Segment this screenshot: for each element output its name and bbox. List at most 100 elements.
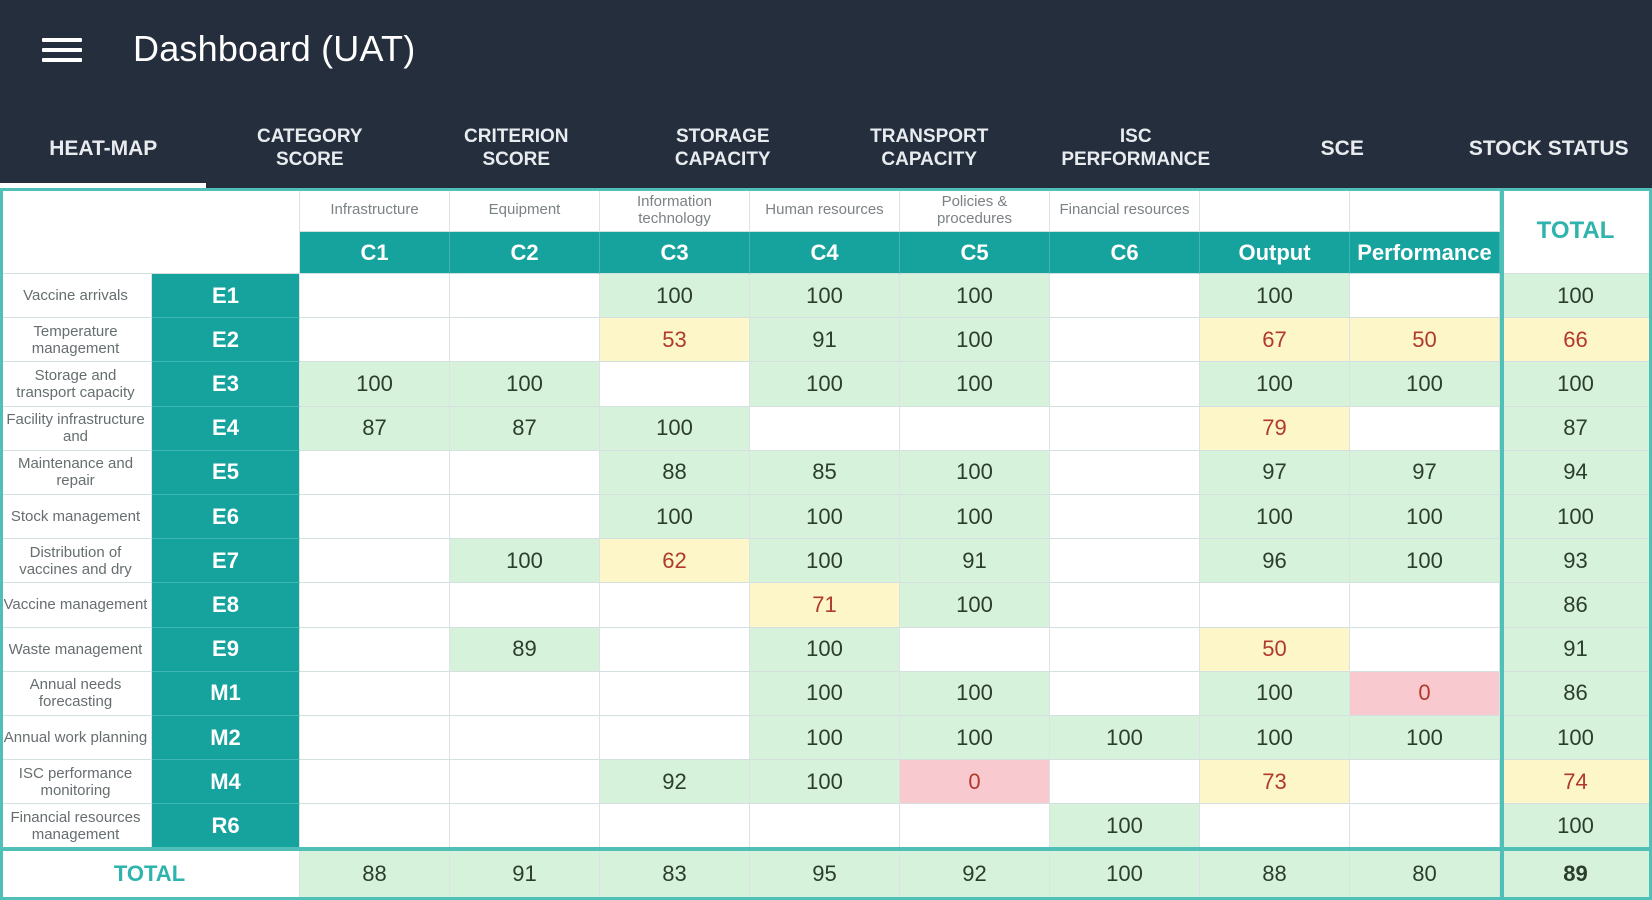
row-header[interactable]: E1 bbox=[152, 274, 300, 319]
column-total-cell[interactable]: 88 bbox=[300, 848, 450, 900]
heat-map-cell[interactable]: 87 bbox=[450, 406, 600, 451]
heat-map-cell[interactable]: 100 bbox=[1200, 671, 1350, 716]
tab-stock-status[interactable]: STOCK STATUS bbox=[1446, 108, 1652, 188]
heat-map-cell[interactable] bbox=[1350, 583, 1500, 628]
row-header[interactable]: E8 bbox=[152, 583, 300, 628]
column-total-cell[interactable]: 95 bbox=[750, 848, 900, 900]
heat-map-cell[interactable]: 100 bbox=[750, 362, 900, 407]
heat-map-cell[interactable] bbox=[450, 760, 600, 805]
heat-map-cell[interactable] bbox=[1350, 274, 1500, 319]
row-header[interactable]: M1 bbox=[152, 671, 300, 716]
heat-map-cell[interactable] bbox=[450, 274, 600, 319]
heat-map-cell[interactable]: 100 bbox=[900, 450, 1050, 495]
heat-map-cell[interactable] bbox=[300, 539, 450, 584]
heat-map-cell[interactable] bbox=[600, 362, 750, 407]
heat-map-cell[interactable]: 85 bbox=[750, 450, 900, 495]
heat-map-cell[interactable]: 100 bbox=[900, 318, 1050, 363]
column-header[interactable]: C3 bbox=[600, 232, 750, 274]
heat-map-cell[interactable]: 100 bbox=[900, 583, 1050, 628]
heat-map-cell[interactable]: 100 bbox=[900, 716, 1050, 761]
heat-map-cell[interactable] bbox=[1050, 671, 1200, 716]
heat-map-cell[interactable] bbox=[1350, 760, 1500, 805]
heat-map-cell[interactable] bbox=[300, 716, 450, 761]
grand-total-cell[interactable]: 89 bbox=[1500, 848, 1652, 900]
heat-map-cell[interactable] bbox=[300, 495, 450, 540]
heat-map-cell[interactable]: 62 bbox=[600, 539, 750, 584]
heat-map-cell[interactable] bbox=[300, 583, 450, 628]
heat-map-cell[interactable]: 0 bbox=[900, 760, 1050, 805]
row-header[interactable]: E2 bbox=[152, 318, 300, 363]
heat-map-cell[interactable] bbox=[1050, 274, 1200, 319]
heat-map-cell[interactable] bbox=[450, 583, 600, 628]
heat-map-cell[interactable] bbox=[450, 318, 600, 363]
heat-map-cell[interactable]: 97 bbox=[1350, 450, 1500, 495]
row-total-cell[interactable]: 87 bbox=[1500, 406, 1652, 451]
row-header[interactable]: E7 bbox=[152, 539, 300, 584]
heat-map-cell[interactable]: 50 bbox=[1200, 627, 1350, 672]
tab-category-score[interactable]: CATEGORY SCORE bbox=[207, 108, 414, 188]
heat-map-cell[interactable]: 100 bbox=[750, 495, 900, 540]
heat-map-cell[interactable]: 100 bbox=[600, 406, 750, 451]
heat-map-cell[interactable] bbox=[300, 450, 450, 495]
heat-map-cell[interactable] bbox=[300, 627, 450, 672]
heat-map-cell[interactable]: 100 bbox=[450, 539, 600, 584]
heat-map-cell[interactable]: 100 bbox=[1200, 495, 1350, 540]
heat-map-cell[interactable] bbox=[1050, 406, 1200, 451]
heat-map-cell[interactable]: 100 bbox=[1350, 495, 1500, 540]
column-total-cell[interactable]: 92 bbox=[900, 848, 1050, 900]
heat-map-cell[interactable]: 100 bbox=[900, 495, 1050, 540]
heat-map-cell[interactable] bbox=[900, 406, 1050, 451]
column-header[interactable]: C5 bbox=[900, 232, 1050, 274]
heat-map-cell[interactable]: 91 bbox=[750, 318, 900, 363]
heat-map-cell[interactable]: 100 bbox=[750, 671, 900, 716]
heat-map-cell[interactable] bbox=[1200, 583, 1350, 628]
heat-map-cell[interactable]: 89 bbox=[450, 627, 600, 672]
column-header[interactable]: Output bbox=[1200, 232, 1350, 274]
heat-map-cell[interactable] bbox=[300, 274, 450, 319]
heat-map-cell[interactable]: 100 bbox=[750, 627, 900, 672]
heat-map-cell[interactable] bbox=[900, 804, 1050, 849]
row-header[interactable]: E4 bbox=[152, 406, 300, 451]
hamburger-menu-icon[interactable] bbox=[38, 32, 86, 68]
heat-map-cell[interactable] bbox=[1350, 804, 1500, 849]
heat-map-cell[interactable] bbox=[1050, 627, 1200, 672]
heat-map-cell[interactable]: 92 bbox=[600, 760, 750, 805]
heat-map-cell[interactable]: 100 bbox=[1350, 362, 1500, 407]
heat-map-cell[interactable]: 100 bbox=[1350, 716, 1500, 761]
heat-map-cell[interactable] bbox=[300, 671, 450, 716]
heat-map-cell[interactable]: 100 bbox=[1200, 362, 1350, 407]
heat-map-cell[interactable]: 100 bbox=[600, 274, 750, 319]
heat-map-cell[interactable]: 50 bbox=[1350, 318, 1500, 363]
tab-storage-capacity[interactable]: STORAGE CAPACITY bbox=[620, 108, 827, 188]
column-total-cell[interactable]: 83 bbox=[600, 848, 750, 900]
heat-map-cell[interactable] bbox=[1200, 804, 1350, 849]
heat-map-cell[interactable] bbox=[450, 804, 600, 849]
heat-map-cell[interactable] bbox=[1050, 495, 1200, 540]
heat-map-cell[interactable] bbox=[600, 716, 750, 761]
heat-map-cell[interactable]: 100 bbox=[1350, 539, 1500, 584]
heat-map-cell[interactable]: 100 bbox=[900, 671, 1050, 716]
heat-map-cell[interactable]: 100 bbox=[450, 362, 600, 407]
row-header[interactable]: E9 bbox=[152, 627, 300, 672]
row-total-cell[interactable]: 66 bbox=[1500, 318, 1652, 363]
row-header[interactable]: E5 bbox=[152, 450, 300, 495]
heat-map-cell[interactable]: 100 bbox=[900, 274, 1050, 319]
row-header[interactable]: R6 bbox=[152, 804, 300, 849]
column-total-cell[interactable]: 80 bbox=[1350, 848, 1500, 900]
row-total-cell[interactable]: 74 bbox=[1500, 760, 1652, 805]
column-header[interactable]: C4 bbox=[750, 232, 900, 274]
heat-map-cell[interactable] bbox=[600, 671, 750, 716]
heat-map-cell[interactable] bbox=[600, 583, 750, 628]
heat-map-cell[interactable]: 73 bbox=[1200, 760, 1350, 805]
row-total-cell[interactable]: 100 bbox=[1500, 716, 1652, 761]
tab-heat-map[interactable]: HEAT-MAP bbox=[0, 108, 207, 188]
heat-map-cell[interactable] bbox=[300, 760, 450, 805]
heat-map-cell[interactable] bbox=[750, 804, 900, 849]
heat-map-cell[interactable]: 0 bbox=[1350, 671, 1500, 716]
column-total-cell[interactable]: 100 bbox=[1050, 848, 1200, 900]
heat-map-cell[interactable] bbox=[450, 450, 600, 495]
tab-isc-performance[interactable]: ISC PERFORMANCE bbox=[1033, 108, 1240, 188]
column-header[interactable]: C2 bbox=[450, 232, 600, 274]
heat-map-cell[interactable]: 100 bbox=[750, 760, 900, 805]
column-header[interactable]: C6 bbox=[1050, 232, 1200, 274]
